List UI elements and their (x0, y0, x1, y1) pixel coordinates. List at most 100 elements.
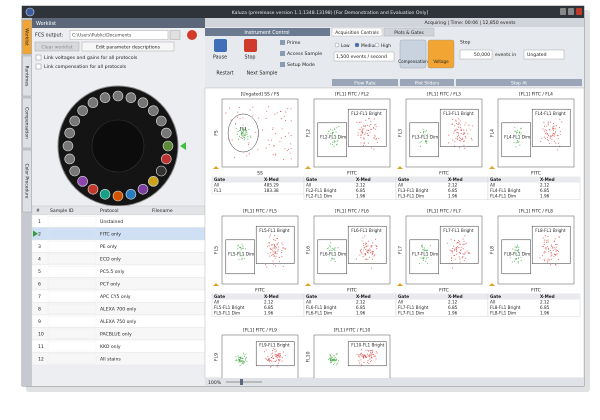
rate-option[interactable]: Low (341, 43, 350, 49)
tube-position[interactable] (137, 97, 149, 108)
action-icon[interactable] (280, 51, 285, 56)
sidebar-tab[interactable] (22, 19, 32, 55)
stop-gate-select[interactable] (523, 49, 565, 60)
worklist-button[interactable] (81, 41, 175, 52)
option-label[interactable]: Link compensation for all protocols (44, 64, 127, 70)
toolbar-action[interactable]: Prime (287, 40, 301, 46)
toolbar-action[interactable]: Access Sample (287, 51, 322, 57)
sidebar-tab-label[interactable]: Worklist (24, 28, 30, 46)
table-row[interactable] (31, 239, 206, 253)
tube-position[interactable] (69, 115, 80, 127)
tube-position[interactable] (125, 188, 137, 200)
gate[interactable] (347, 108, 387, 147)
rate-option[interactable]: High (381, 43, 391, 49)
action-icon[interactable] (280, 40, 285, 45)
ribbon-tab-label[interactable]: Acquisition Controls (335, 30, 379, 36)
tube-position[interactable] (62, 140, 74, 152)
gate[interactable] (501, 239, 531, 275)
gate[interactable] (409, 239, 439, 275)
gate[interactable] (347, 341, 387, 367)
tube-position[interactable] (77, 105, 88, 116)
stats-cell: 6.85 (448, 305, 458, 310)
ribbon-tab[interactable] (331, 27, 383, 37)
slider-button-label[interactable]: Compensation (398, 59, 428, 64)
fcs-input[interactable] (69, 30, 169, 40)
delete-button[interactable] (187, 30, 197, 40)
sidebar-tab[interactable] (22, 55, 32, 97)
event-dot (329, 246, 331, 248)
slider-button[interactable] (427, 39, 455, 69)
action-icon[interactable] (280, 62, 285, 67)
gate[interactable] (255, 225, 295, 264)
toolbar-button[interactable]: Restart (216, 71, 233, 77)
tube-position[interactable] (162, 140, 174, 152)
option-label[interactable]: Link voltages and gains for all protocol… (44, 55, 138, 61)
sidebar-tab[interactable] (22, 97, 32, 149)
worklist-button-label[interactable]: Clear worklist (41, 44, 73, 50)
gate[interactable] (531, 225, 571, 264)
tube-position[interactable] (64, 127, 76, 139)
gate[interactable] (439, 225, 479, 264)
gate[interactable] (225, 239, 255, 275)
tube-position[interactable] (160, 153, 172, 165)
window-control[interactable] (576, 8, 582, 15)
tube-position[interactable] (77, 176, 88, 187)
checkbox[interactable] (35, 63, 42, 70)
sidebar-tab[interactable] (22, 149, 32, 213)
gate[interactable] (531, 108, 571, 147)
gate[interactable] (409, 122, 439, 158)
rate-radio[interactable] (334, 42, 340, 48)
rate-value-box[interactable] (333, 51, 395, 62)
toolbar-button[interactable]: Pause (213, 55, 227, 61)
tube-position[interactable] (87, 184, 99, 195)
worklist-button[interactable] (34, 41, 80, 52)
gate[interactable] (255, 341, 295, 367)
rate-option[interactable]: Medium (361, 43, 379, 49)
tube-position[interactable] (148, 176, 159, 187)
sidebar-tab-label[interactable]: Runtimes (24, 66, 30, 87)
stop-icon[interactable] (244, 39, 257, 52)
zoom-thumb[interactable] (240, 379, 243, 385)
gate[interactable] (439, 108, 479, 147)
browse-button[interactable] (169, 30, 181, 40)
toolbar-button[interactable]: Stop (245, 55, 256, 61)
tube-position[interactable] (69, 165, 80, 177)
tube-position[interactable] (125, 92, 137, 104)
stop-gate[interactable]: Ungated (527, 52, 547, 58)
slider-button-label[interactable]: Voltage (433, 59, 449, 64)
worklist-button-label[interactable]: Edit parameter descriptions (96, 44, 161, 50)
tube-position[interactable] (137, 184, 149, 195)
pause-icon[interactable] (214, 39, 227, 52)
gate[interactable] (501, 122, 531, 158)
tube-position[interactable] (156, 165, 167, 177)
tube-position[interactable] (156, 115, 167, 127)
tube-position[interactable] (87, 97, 99, 108)
sidebar-tab-label[interactable]: Compensation (24, 107, 30, 139)
toolbar-button[interactable]: Next Sample (247, 71, 278, 77)
event-dot (370, 357, 372, 359)
tube-position[interactable] (99, 92, 111, 104)
checkbox[interactable] (35, 54, 42, 61)
tube-position[interactable] (64, 153, 76, 165)
toolbar-action[interactable]: Setup Mode (287, 62, 315, 68)
gate[interactable] (347, 225, 387, 264)
window-control[interactable] (560, 8, 566, 15)
tube-position[interactable] (99, 188, 111, 200)
tube-position[interactable] (112, 190, 124, 202)
rate-radio[interactable] (374, 42, 380, 48)
gate[interactable] (317, 122, 347, 158)
event-dot (467, 252, 469, 254)
sidebar-tab-label[interactable]: Color Procedure (24, 164, 30, 199)
window-control[interactable] (568, 8, 574, 15)
tube-position[interactable] (148, 105, 159, 116)
rate-radio[interactable] (354, 42, 360, 48)
slider-button[interactable] (399, 39, 427, 69)
stop-count-box[interactable] (459, 49, 493, 60)
tube-position[interactable] (160, 127, 172, 139)
gate[interactable] (227, 113, 259, 153)
ribbon-tab[interactable] (383, 27, 435, 37)
tube-position[interactable] (112, 90, 124, 102)
event-dot (270, 248, 272, 250)
gate[interactable] (317, 239, 347, 275)
ribbon-tab-label[interactable]: Plots & Gates (394, 30, 424, 36)
